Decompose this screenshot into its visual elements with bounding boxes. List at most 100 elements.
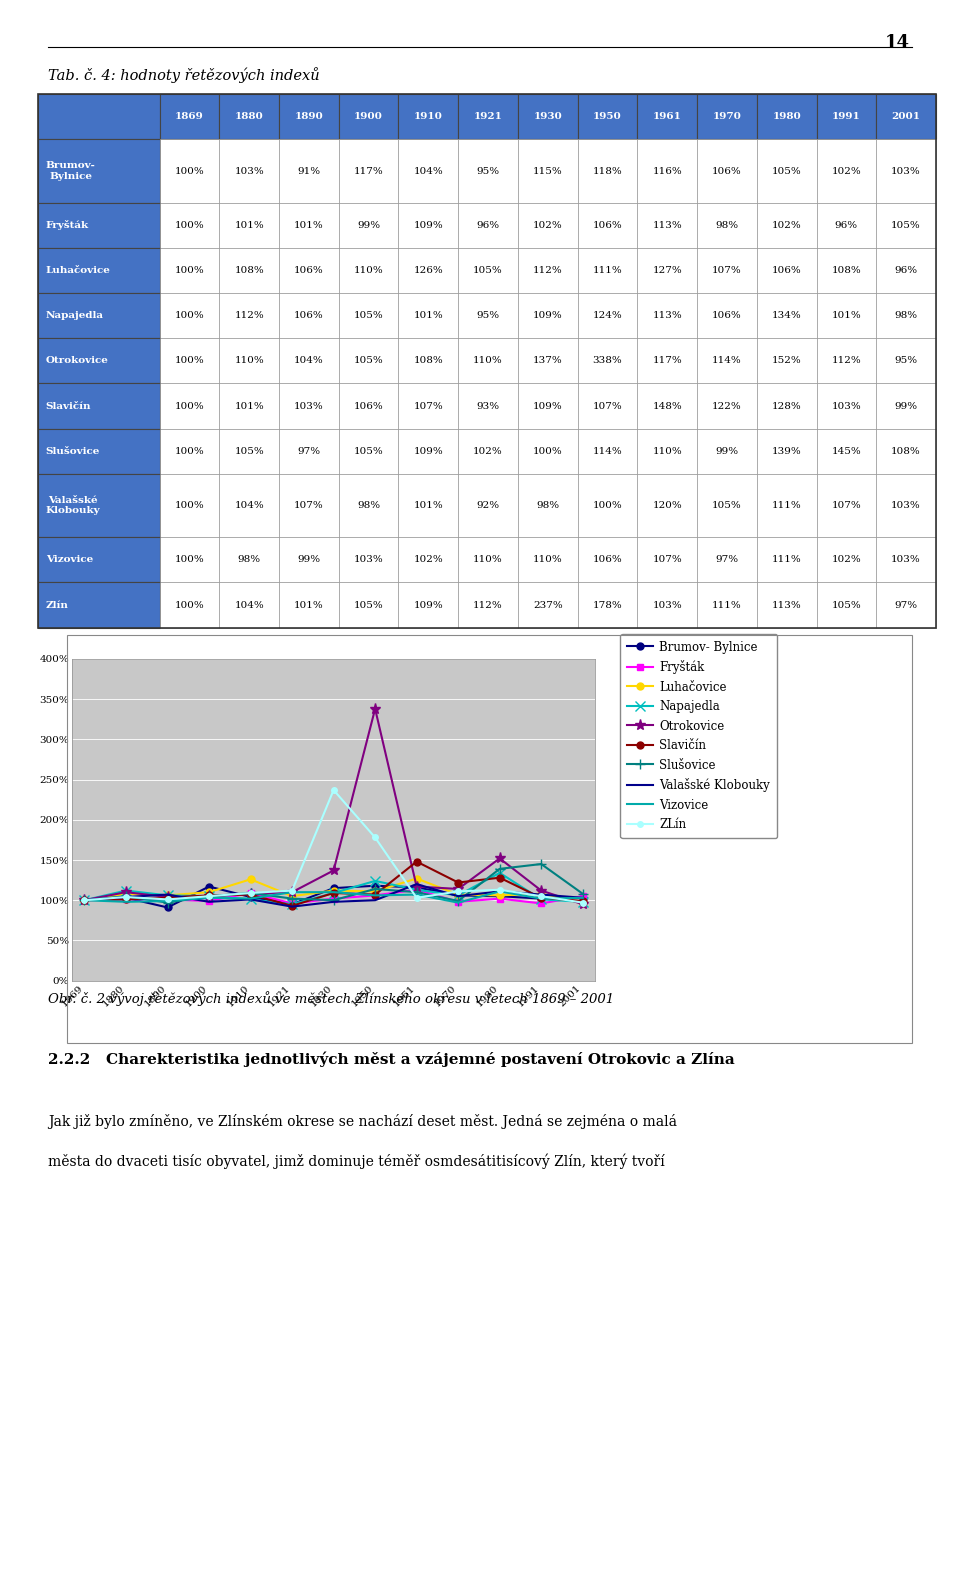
Text: 178%: 178% xyxy=(592,601,622,609)
Text: 109%: 109% xyxy=(533,311,563,320)
Bar xyxy=(219,140,279,202)
Bar xyxy=(876,582,936,628)
Text: 1961: 1961 xyxy=(653,113,682,121)
Text: 95%: 95% xyxy=(476,311,499,320)
Text: 114%: 114% xyxy=(712,356,742,366)
Text: 116%: 116% xyxy=(653,166,683,176)
Bar xyxy=(817,140,876,202)
Bar xyxy=(398,248,458,293)
Bar xyxy=(279,293,339,339)
Bar xyxy=(876,383,936,428)
Text: 118%: 118% xyxy=(592,166,622,176)
Bar xyxy=(637,428,697,474)
Text: 1950: 1950 xyxy=(593,113,622,121)
Bar xyxy=(876,202,936,248)
Bar xyxy=(398,202,458,248)
Text: 99%: 99% xyxy=(715,447,738,455)
Text: Zlín: Zlín xyxy=(45,601,68,609)
Bar xyxy=(817,383,876,428)
Bar xyxy=(578,94,637,140)
Text: 99%: 99% xyxy=(895,402,918,411)
Text: 134%: 134% xyxy=(772,311,802,320)
Bar xyxy=(159,428,219,474)
Bar xyxy=(219,582,279,628)
Bar xyxy=(756,474,817,537)
Bar xyxy=(578,339,637,383)
Text: 108%: 108% xyxy=(891,447,921,455)
Bar xyxy=(398,474,458,537)
Text: 100%: 100% xyxy=(175,311,204,320)
Bar xyxy=(637,248,697,293)
Text: 100%: 100% xyxy=(175,267,204,275)
Bar xyxy=(398,293,458,339)
Text: Obr. č. 2 vývoj řetězových indexů ve městech Zlínského okresu v letech 1869 – 20: Obr. č. 2 vývoj řetězových indexů ve měs… xyxy=(48,992,614,1006)
Bar xyxy=(339,94,398,140)
Bar xyxy=(159,383,219,428)
Bar xyxy=(697,537,756,582)
Bar xyxy=(219,339,279,383)
Text: 101%: 101% xyxy=(234,402,264,411)
Bar xyxy=(38,339,159,383)
Text: 105%: 105% xyxy=(353,311,383,320)
Text: 112%: 112% xyxy=(473,601,503,609)
Bar xyxy=(38,248,159,293)
Bar xyxy=(697,582,756,628)
Text: 109%: 109% xyxy=(414,447,444,455)
Bar xyxy=(159,537,219,582)
Bar xyxy=(817,474,876,537)
Bar xyxy=(339,537,398,582)
Text: 127%: 127% xyxy=(653,267,683,275)
Bar xyxy=(38,94,159,140)
Bar xyxy=(876,140,936,202)
Text: 96%: 96% xyxy=(895,267,918,275)
Text: 108%: 108% xyxy=(234,267,264,275)
Text: 102%: 102% xyxy=(772,221,802,229)
Bar xyxy=(219,293,279,339)
Bar xyxy=(458,582,518,628)
Text: 113%: 113% xyxy=(653,311,683,320)
Bar xyxy=(578,248,637,293)
Text: 100%: 100% xyxy=(592,501,622,510)
Text: 107%: 107% xyxy=(831,501,861,510)
Text: 100%: 100% xyxy=(533,447,563,455)
Bar xyxy=(518,293,578,339)
Bar xyxy=(279,339,339,383)
Text: města do dvaceti tisíc obyvatel, jimž dominuje téměř osmdesátitisícový Zlín, kte: města do dvaceti tisíc obyvatel, jimž do… xyxy=(48,1153,664,1169)
Text: 113%: 113% xyxy=(653,221,683,229)
Bar xyxy=(279,383,339,428)
Text: 105%: 105% xyxy=(353,356,383,366)
Bar xyxy=(637,383,697,428)
Text: 106%: 106% xyxy=(712,311,742,320)
Bar xyxy=(578,140,637,202)
Text: 1880: 1880 xyxy=(235,113,264,121)
Text: 103%: 103% xyxy=(294,402,324,411)
Bar xyxy=(756,94,817,140)
Text: Jak již bylo zmíněno, ve Zlínském okrese se nachází deset měst. Jedná se zejména: Jak již bylo zmíněno, ve Zlínském okrese… xyxy=(48,1114,677,1130)
Bar xyxy=(159,293,219,339)
Text: 100%: 100% xyxy=(175,601,204,609)
Text: 105%: 105% xyxy=(473,267,503,275)
Bar xyxy=(458,94,518,140)
Bar xyxy=(817,94,876,140)
Text: 114%: 114% xyxy=(592,447,622,455)
Text: 106%: 106% xyxy=(294,267,324,275)
Text: 101%: 101% xyxy=(294,601,324,609)
Text: 112%: 112% xyxy=(533,267,563,275)
Text: 100%: 100% xyxy=(175,447,204,455)
Text: 100%: 100% xyxy=(175,555,204,565)
Bar xyxy=(398,94,458,140)
Bar xyxy=(219,202,279,248)
Text: 107%: 107% xyxy=(592,402,622,411)
Text: 105%: 105% xyxy=(831,601,861,609)
Bar xyxy=(219,94,279,140)
Bar xyxy=(756,248,817,293)
Bar xyxy=(279,248,339,293)
Bar xyxy=(756,202,817,248)
Text: 97%: 97% xyxy=(895,601,918,609)
Bar xyxy=(578,202,637,248)
Text: 1890: 1890 xyxy=(295,113,324,121)
Bar xyxy=(339,474,398,537)
Bar xyxy=(756,428,817,474)
Text: 106%: 106% xyxy=(592,221,622,229)
Bar xyxy=(876,248,936,293)
